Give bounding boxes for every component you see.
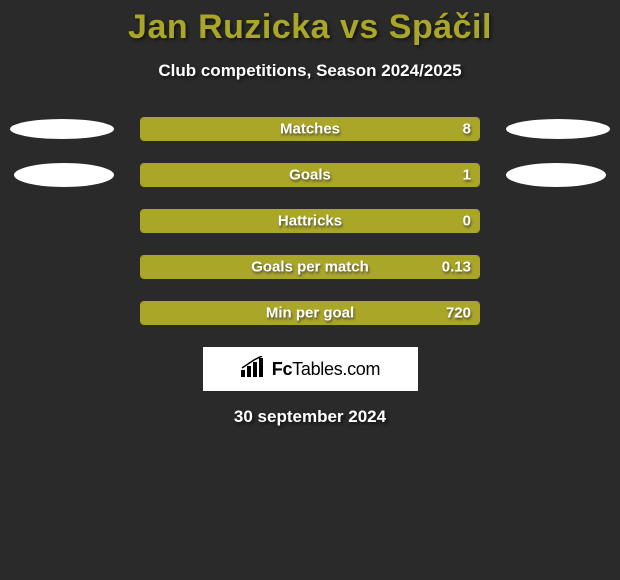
stat-label: Goals per match (251, 259, 369, 276)
logo-prefix: Fc (272, 359, 292, 379)
right-value: 720 (446, 305, 471, 322)
right-value: 1 (463, 167, 471, 184)
logo-box: FcTables.com (203, 347, 418, 391)
stat-bar: Goals 1 (140, 163, 480, 187)
logo-suffix: Tables.com (292, 359, 380, 379)
stat-label: Min per goal (266, 305, 354, 322)
stat-row: Goals 1 (0, 163, 620, 187)
stat-row: Matches 8 (0, 117, 620, 141)
comparison-infographic: Jan Ruzicka vs Spáčil Club competitions,… (0, 0, 620, 580)
page-title: Jan Ruzicka vs Spáčil (0, 0, 620, 47)
right-value: 8 (463, 121, 471, 138)
stat-rows: Matches 8 Goals 1 Hattricks 0 Goals per match 0… (0, 117, 620, 325)
stat-row: Min per goal 720 (0, 301, 620, 325)
stat-bar: Hattricks 0 (140, 209, 480, 233)
stat-label: Goals (289, 167, 331, 184)
logo-text: FcTables.com (272, 359, 380, 380)
subtitle: Club competitions, Season 2024/2025 (0, 61, 620, 81)
left-ellipse (14, 163, 114, 187)
stat-label: Hattricks (278, 213, 342, 230)
stat-bar: Goals per match 0.13 (140, 255, 480, 279)
right-value: 0 (463, 213, 471, 230)
chart-icon (240, 356, 266, 383)
right-value: 0.13 (442, 259, 471, 276)
left-ellipse (10, 119, 114, 139)
right-ellipse (506, 163, 606, 187)
date-text: 30 september 2024 (0, 407, 620, 427)
right-ellipse (506, 119, 610, 139)
stat-bar: Min per goal 720 (140, 301, 480, 325)
stat-label: Matches (280, 121, 340, 138)
stat-bar: Matches 8 (140, 117, 480, 141)
stat-row: Hattricks 0 (0, 209, 620, 233)
stat-row: Goals per match 0.13 (0, 255, 620, 279)
